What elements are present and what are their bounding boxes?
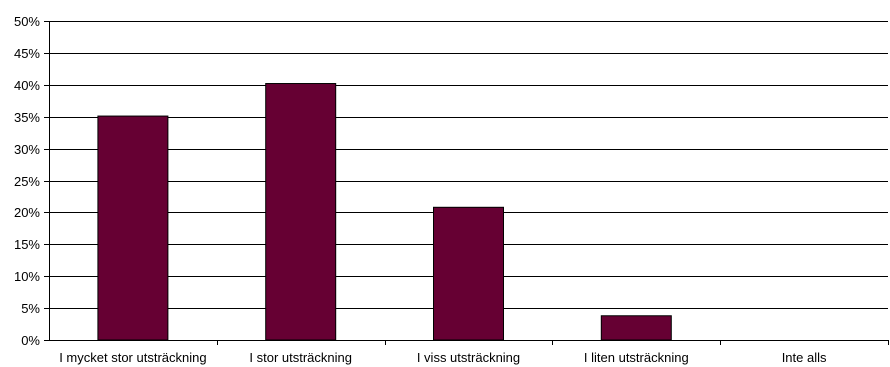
y-tick-label: 45% [14, 46, 40, 61]
x-category-labels: I mycket stor utsträckning I stor utsträc… [59, 350, 827, 365]
y-tick-label: 40% [14, 78, 40, 93]
y-tick-label: 35% [14, 110, 40, 125]
x-category-label: I mycket stor utsträckning [59, 350, 206, 365]
y-tick-label: 25% [14, 174, 40, 189]
y-tick-labels: 0% 5% 10% 15% 20% 25% 30% 35% 40% 45% 50% [14, 14, 40, 348]
y-tick-label: 50% [14, 14, 40, 29]
x-category-label: I stor utsträckning [249, 350, 352, 365]
bar [265, 83, 337, 341]
y-tick-label: 15% [14, 237, 40, 252]
bar [433, 206, 504, 341]
axes [44, 21, 889, 345]
y-tick-label: 20% [14, 205, 40, 220]
y-tick-label: 0% [21, 333, 40, 348]
x-category-label: I liten utsträckning [584, 350, 689, 365]
x-category-label: I viss utsträckning [417, 350, 520, 365]
y-tick-label: 10% [14, 269, 40, 284]
x-category-label: Inte alls [782, 350, 827, 365]
y-tick-label: 30% [14, 142, 40, 157]
bar [97, 115, 169, 341]
gridlines [49, 21, 888, 309]
bar [600, 315, 672, 341]
bars [97, 83, 672, 341]
y-tick-label: 5% [21, 301, 40, 316]
